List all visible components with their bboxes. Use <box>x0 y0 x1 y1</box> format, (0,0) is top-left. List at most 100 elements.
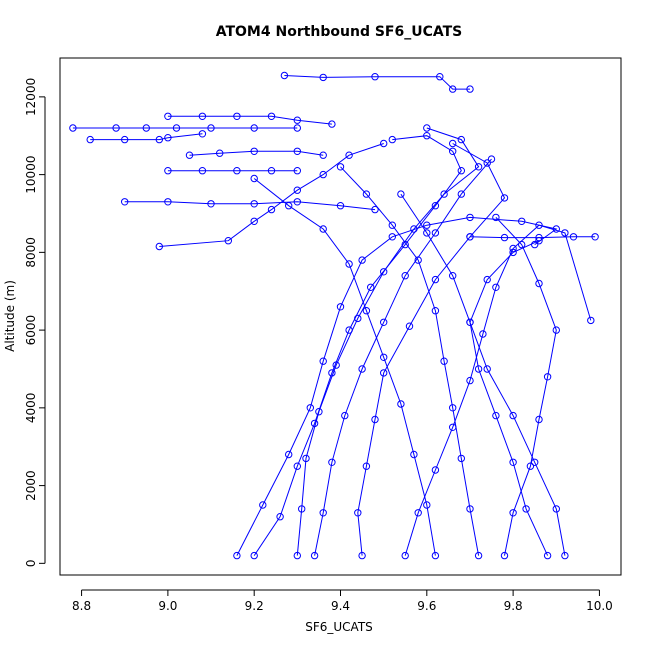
data-point <box>293 462 301 470</box>
data-point <box>233 551 241 560</box>
data-point <box>121 135 129 144</box>
x-tick-label: 9.4 <box>331 599 350 613</box>
data-point <box>492 283 500 291</box>
series-trace <box>250 132 465 560</box>
data-point <box>354 314 362 323</box>
data-point <box>198 167 207 175</box>
x-tick-label: 9.2 <box>245 599 264 613</box>
data-point <box>250 124 258 132</box>
data-point <box>500 551 509 560</box>
data-point <box>509 509 517 517</box>
data-point <box>561 229 569 237</box>
data-point <box>518 217 526 226</box>
data-point <box>164 198 172 206</box>
data-point <box>336 163 345 171</box>
data-point <box>466 318 474 326</box>
data-point <box>172 124 181 132</box>
data-point <box>328 458 336 466</box>
data-point <box>401 272 409 280</box>
data-point <box>371 205 379 214</box>
data-point <box>466 213 474 222</box>
data-point <box>431 275 440 284</box>
data-point <box>371 73 379 81</box>
data-point <box>86 135 94 144</box>
data-point <box>449 404 457 412</box>
x-tick-label: 9.6 <box>417 599 436 613</box>
data-point <box>293 116 301 124</box>
data-point <box>449 85 457 93</box>
data-point <box>216 149 224 157</box>
data-point <box>431 229 440 237</box>
data-point <box>267 205 276 214</box>
data-point <box>509 458 517 466</box>
data-point <box>543 551 552 560</box>
data-point <box>358 365 366 373</box>
data-point <box>483 365 491 373</box>
data-point <box>410 225 418 233</box>
data-point <box>483 159 491 167</box>
data-point <box>500 194 509 202</box>
data-point <box>526 462 535 470</box>
data-point <box>587 316 595 325</box>
data-point <box>509 244 517 253</box>
data-point <box>474 163 483 171</box>
data-point <box>362 190 371 198</box>
data-point <box>531 458 539 466</box>
plot-frame <box>59 57 622 576</box>
data-point <box>423 132 431 140</box>
data-point <box>259 501 267 509</box>
data-point <box>285 202 293 210</box>
data-point <box>319 170 327 179</box>
data-point <box>449 147 457 156</box>
series-trace <box>310 155 496 560</box>
series-trace <box>69 124 301 132</box>
data-point <box>380 353 388 361</box>
series-line <box>236 216 558 556</box>
data-point <box>457 167 465 175</box>
data-point <box>487 155 496 163</box>
series-line <box>400 193 566 556</box>
series-trace <box>164 112 336 128</box>
y-axis-label: Altitude (m) <box>3 280 17 352</box>
data-point <box>405 322 414 330</box>
data-point <box>293 551 301 560</box>
data-point <box>164 112 172 121</box>
data-point <box>319 73 327 82</box>
data-point <box>250 217 258 226</box>
data-point <box>492 213 500 222</box>
data-point <box>306 404 314 412</box>
data-point <box>164 167 172 175</box>
data-point <box>423 221 431 229</box>
data-point <box>380 318 388 326</box>
series-trace <box>492 213 560 560</box>
data-point <box>401 551 409 560</box>
data-point <box>362 307 371 315</box>
data-point <box>423 501 431 509</box>
series-trace <box>397 190 569 560</box>
data-point <box>233 167 241 175</box>
data-point <box>198 130 207 138</box>
data-point <box>423 229 431 237</box>
series-line <box>90 133 203 141</box>
data-point <box>388 221 396 229</box>
data-point <box>336 202 345 210</box>
series-trace <box>86 130 207 144</box>
series-trace <box>155 139 388 251</box>
data-point <box>224 237 233 245</box>
data-point <box>380 369 388 377</box>
data-point <box>345 151 353 159</box>
data-point <box>388 135 396 144</box>
data-point <box>293 167 301 175</box>
data-point <box>293 147 301 156</box>
series-line <box>253 178 436 556</box>
series-line <box>495 217 557 556</box>
data-point <box>543 373 552 381</box>
data-point <box>591 233 599 241</box>
series-trace <box>293 124 483 560</box>
data-point <box>436 73 444 81</box>
x-axis: 8.8 9.0 9.2 9.4 9.6 9.8 10.0 <box>72 589 613 613</box>
data-point <box>112 124 120 132</box>
y-tick-label: 8000 <box>24 237 38 268</box>
series-trace <box>233 213 560 560</box>
data-point <box>155 242 164 251</box>
